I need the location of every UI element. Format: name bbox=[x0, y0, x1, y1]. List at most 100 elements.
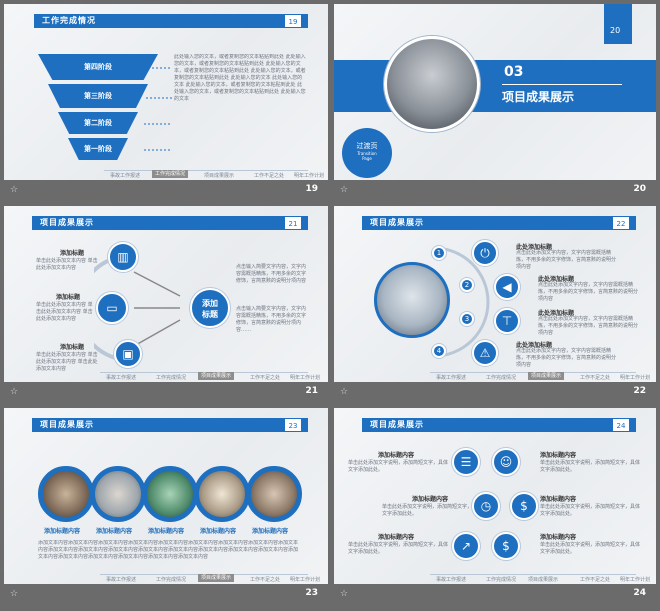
item-text: 点击此处添加文字内容，文字内容需概括精炼，不用多余的文字修饰，言简意赅的说明分项… bbox=[516, 348, 617, 368]
slide-title: 项目成果展示 bbox=[370, 420, 424, 429]
item-title: 添加标题内容 bbox=[378, 452, 415, 459]
item-title: 添加标题 bbox=[56, 294, 81, 301]
nav-item[interactable]: 事故工作报述 bbox=[436, 577, 467, 583]
nav-item[interactable]: 事故工作报述 bbox=[106, 375, 137, 381]
item-title: 添加标题 bbox=[60, 344, 85, 351]
nav-item[interactable]: 工作不足之处 bbox=[580, 577, 611, 583]
section-nav: 事故工作报述 工作完成情况 项目成果展示 工作不足之处 明年工作计划 bbox=[430, 574, 650, 583]
nav-item[interactable]: 工作不足之处 bbox=[250, 375, 281, 381]
star-icon[interactable]: ☆ bbox=[10, 387, 19, 397]
slide-thumb-22[interactable]: 项目成果展示 22 1 2 3 4 ⏻ ◀ ⊤ ⚠ 此处添加标题 点击此处添加文… bbox=[334, 206, 656, 404]
star-icon[interactable]: ☆ bbox=[10, 185, 19, 195]
step-number: 1 bbox=[432, 246, 446, 260]
document-icon: ☰ bbox=[452, 448, 480, 476]
nav-item-active[interactable]: 工作完成情况 bbox=[152, 170, 189, 178]
laptop-icon: ▭ bbox=[96, 292, 128, 324]
slide-title: 项目成果展示 bbox=[370, 218, 424, 227]
signpost-icon: ⊤ bbox=[494, 308, 520, 334]
top-accent-bar bbox=[604, 4, 632, 44]
thumb-footer: ☆ 23 bbox=[4, 584, 328, 606]
slide-thumb-20[interactable]: 20 03 项目成果展示 过渡页 Transition Page ☆ 20 bbox=[334, 4, 656, 202]
nav-item[interactable]: 工作完成情况 bbox=[486, 577, 517, 583]
slide-number-badge: 20 bbox=[610, 26, 621, 35]
arc-connector bbox=[94, 254, 181, 362]
nav-item[interactable]: 事故工作报述 bbox=[436, 375, 467, 381]
nav-item-active[interactable]: 项目成果展示 bbox=[528, 372, 565, 380]
slide-canvas: 项目成果展示 24 添加标题内容 单击此处添加文字说明，添加简短文字，具体文字添… bbox=[334, 408, 656, 584]
slide-canvas: 项目成果展示 21 添加标题 单击此处添加文本内容 单击此处添加文本内容 添加标… bbox=[4, 206, 328, 382]
slide-thumb-19[interactable]: 工作完成情况 19 第四阶段 第三阶段 第二阶段 第一阶段 此处输入您的文本，或… bbox=[4, 4, 328, 202]
nav-item[interactable]: 项目成果展示 bbox=[204, 173, 235, 179]
item-text: 点击此处添加文字内容，文字内容需概括精炼，不用多余的文字修饰，言简意赅的说明分项… bbox=[538, 316, 639, 336]
slide-title: 项目成果展示 bbox=[40, 218, 94, 227]
nav-item-active[interactable]: 项目成果展示 bbox=[198, 574, 235, 582]
star-icon[interactable]: ☆ bbox=[340, 387, 349, 397]
item-title: 添加标题内容 bbox=[412, 496, 449, 503]
item-text: 单击此处添加文字说明，添加简短文字，具体文字添加此处。 bbox=[540, 504, 641, 517]
item-title: 添加标题内容 bbox=[540, 496, 577, 503]
nav-item[interactable]: 工作不足之处 bbox=[580, 375, 611, 381]
id-card-icon: ▣ bbox=[114, 340, 142, 368]
slide-header: 项目成果展示 24 bbox=[362, 418, 636, 432]
slide-number-badge: 19 bbox=[284, 14, 302, 28]
item-text: 点击此处添加文字内容，文字内容需概括精炼，不用多余的文字修饰，言简意赅的说明分项… bbox=[516, 250, 617, 270]
power-icon: ⏻ bbox=[472, 240, 498, 266]
nav-item[interactable]: 工作完成情况 bbox=[156, 577, 187, 583]
nav-item[interactable]: 事故工作报述 bbox=[110, 173, 141, 179]
nav-item[interactable]: 明年工作计划 bbox=[290, 375, 321, 381]
slide-canvas: 工作完成情况 19 第四阶段 第三阶段 第二阶段 第一阶段 此处输入您的文本，或… bbox=[4, 4, 328, 180]
item-text: 单击此处添加文本内容 单击此处添加文本内容 单击此处添加文本内容 bbox=[36, 352, 98, 372]
slide-title: 工作完成情况 bbox=[42, 16, 96, 25]
section-number: 03 bbox=[504, 64, 524, 80]
nav-line bbox=[430, 574, 636, 575]
team-photo bbox=[384, 36, 480, 132]
nav-item[interactable]: 事故工作报述 bbox=[106, 577, 137, 583]
photo-label: 添加标题内容 bbox=[44, 528, 81, 535]
star-icon[interactable]: ☆ bbox=[340, 185, 349, 195]
body-text: 添加文本内容添加文本内容添加文本内容添加文本内容添加文本内容添加文本内容添加文本… bbox=[38, 540, 299, 560]
transition-en: Page bbox=[362, 156, 372, 161]
item-title: 此处添加标题 bbox=[516, 342, 553, 349]
growth-chart-icon: ↗ bbox=[452, 532, 480, 560]
warning-icon: ⚠ bbox=[472, 340, 498, 366]
slide-thumb-21[interactable]: 项目成果展示 21 添加标题 单击此处添加文本内容 单击此处添加文本内容 添加标… bbox=[4, 206, 328, 404]
funnel-stage: 第二阶段 bbox=[58, 112, 138, 134]
photo-label: 添加标题内容 bbox=[148, 528, 185, 535]
photo-circle bbox=[38, 466, 94, 522]
nav-item[interactable]: 工作不足之处 bbox=[250, 577, 281, 583]
nav-item[interactable]: 明年工作计划 bbox=[290, 577, 321, 583]
nav-item[interactable]: 工作完成情况 bbox=[486, 375, 517, 381]
funnel-stage: 第三阶段 bbox=[48, 84, 148, 108]
photo-circle bbox=[90, 466, 146, 522]
thumb-footer: ☆ 20 bbox=[334, 180, 656, 202]
page-number: 21 bbox=[305, 386, 318, 396]
page-number: 20 bbox=[633, 184, 646, 194]
clock-icon: ◷ bbox=[472, 492, 500, 520]
item-title: 此处添加标题 bbox=[516, 244, 553, 251]
star-icon[interactable]: ☆ bbox=[340, 589, 349, 599]
slide-thumb-23[interactable]: 项目成果展示 23 添加标题内容 添加标题内容 添加标题内容 添加标题内容 添加… bbox=[4, 408, 328, 606]
thumb-footer: ☆ 22 bbox=[334, 382, 656, 404]
photo-label: 添加标题内容 bbox=[96, 528, 133, 535]
megaphone-icon: ◀ bbox=[494, 274, 520, 300]
star-icon[interactable]: ☆ bbox=[10, 589, 19, 599]
nav-item[interactable]: 工作完成情况 bbox=[156, 375, 187, 381]
item-text: 单击此处添加文字说明，添加简短文字，具体文字添加此处。 bbox=[348, 460, 449, 473]
nav-item[interactable]: 项目成果展示 bbox=[528, 577, 559, 583]
photo-circle bbox=[194, 466, 250, 522]
slide-header: 项目成果展示 21 bbox=[32, 216, 308, 230]
blue-band bbox=[334, 60, 656, 112]
section-nav: 事故工作报述 工作完成情况 项目成果展示 工作不足之处 明年工作计划 bbox=[430, 372, 650, 381]
nav-item-active[interactable]: 项目成果展示 bbox=[198, 372, 235, 380]
nav-item[interactable]: 明年工作计划 bbox=[294, 173, 325, 179]
item-title: 此处添加标题 bbox=[538, 310, 575, 317]
item-text: 单击此处添加文字说明，添加简短文字，具体文字添加此处。 bbox=[382, 504, 483, 517]
slide-number-badge: 22 bbox=[612, 216, 630, 230]
leader-lines bbox=[144, 67, 172, 151]
slide-thumb-24[interactable]: 项目成果展示 24 添加标题内容 单击此处添加文字说明，添加简短文字，具体文字添… bbox=[334, 408, 656, 606]
nav-item[interactable]: 明年工作计划 bbox=[620, 375, 651, 381]
nav-item[interactable]: 明年工作计划 bbox=[620, 577, 651, 583]
thumb-footer: ☆ 19 bbox=[4, 180, 328, 202]
item-title: 此处添加标题 bbox=[538, 276, 575, 283]
nav-item[interactable]: 工作不足之处 bbox=[254, 173, 285, 179]
